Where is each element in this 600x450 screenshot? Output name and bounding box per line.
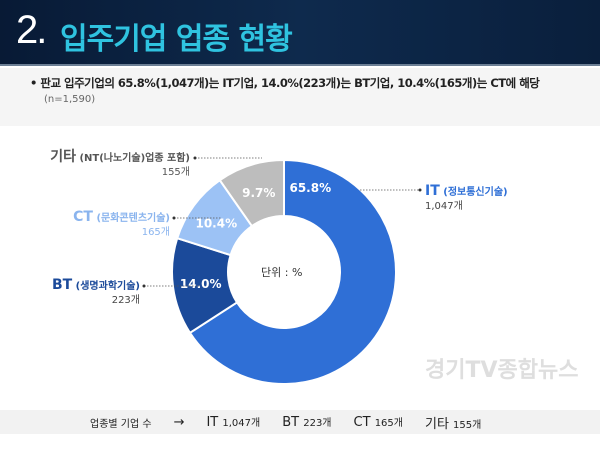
item-count: 1,047개 [222, 418, 261, 429]
legend-label-bt: BT (생명과학기술) 223개 [52, 278, 140, 308]
data-label-BT: 14.0% [180, 277, 222, 291]
summary-box: • 판교 입주기업의 65.8%(1,047개)는 IT기업, 14.0%(22… [0, 68, 600, 126]
watermark: 경기TV종합뉴스 [425, 358, 579, 383]
data-label-IT: 65.8% [289, 181, 331, 195]
leader-dot [193, 156, 197, 160]
slice-기타 [218, 158, 285, 228]
label-name: 기타 [50, 149, 76, 165]
footer-label: 업종별 기업 수 [90, 418, 152, 430]
footer-bar: 업종별 기업 수 → IT 1,047개 BT 223개 CT 165개 기타 … [0, 410, 600, 434]
label-count: 1,047개 [425, 201, 463, 212]
label-desc: (정보통신기술) [443, 187, 508, 198]
section-number: 2. [16, 8, 47, 52]
label-count: 155개 [161, 167, 190, 178]
leader-dot [142, 284, 146, 288]
label-desc: (NT(나노기술)업종 포함) [79, 153, 190, 164]
item-count: 165개 [374, 418, 403, 429]
legend-label-it: IT (정보통신기술) 1,047개 [425, 184, 508, 214]
arrow-icon: → [173, 414, 185, 430]
label-count: 223개 [111, 295, 140, 306]
footer-item-bt: BT 223개 [282, 414, 331, 430]
label-desc: (생명과학기술) [75, 281, 140, 292]
legend-label-ct: CT (문화콘텐츠기술) 165개 [73, 210, 170, 240]
item-name: BT [282, 415, 300, 430]
legend-label-etc: 기타 (NT(나노기술)업종 포함) 155개 [50, 150, 190, 180]
label-name: CT [73, 209, 93, 225]
footer-item-ct: CT 165개 [354, 414, 403, 430]
leader-dot [418, 188, 422, 192]
data-label-기타: 9.7% [242, 186, 275, 200]
label-name: IT [425, 183, 440, 199]
item-name: 기타 [424, 416, 449, 432]
item-count: 223개 [303, 418, 332, 429]
footer-item-etc: 기타 155개 [425, 413, 481, 432]
slice-IT [188, 158, 397, 385]
sample-size: (n=1,590) [44, 94, 96, 105]
label-name: BT [51, 277, 73, 293]
page-title: 입주기업 업종 현황 [60, 22, 293, 57]
item-name: CT [353, 415, 371, 430]
summary-text: • 판교 입주기업의 65.8%(1,047개)는 IT기업, 14.0%(22… [30, 76, 540, 90]
data-label-CT: 10.4% [195, 216, 237, 230]
item-count: 155개 [453, 419, 482, 431]
unit-label: 단위 : % [261, 266, 303, 279]
label-desc: (문화콘텐츠기술) [96, 213, 170, 224]
footer-item-it: IT 1,047개 [206, 414, 260, 430]
item-name: IT [206, 415, 219, 430]
summary-sentence: 판교 입주기업의 65.8%(1,047개)는 IT기업, 14.0%(223개… [40, 76, 540, 90]
leader-dot [172, 216, 176, 220]
label-count: 165개 [141, 227, 170, 238]
header: 2. 입주기업 업종 현황 [0, 0, 600, 66]
